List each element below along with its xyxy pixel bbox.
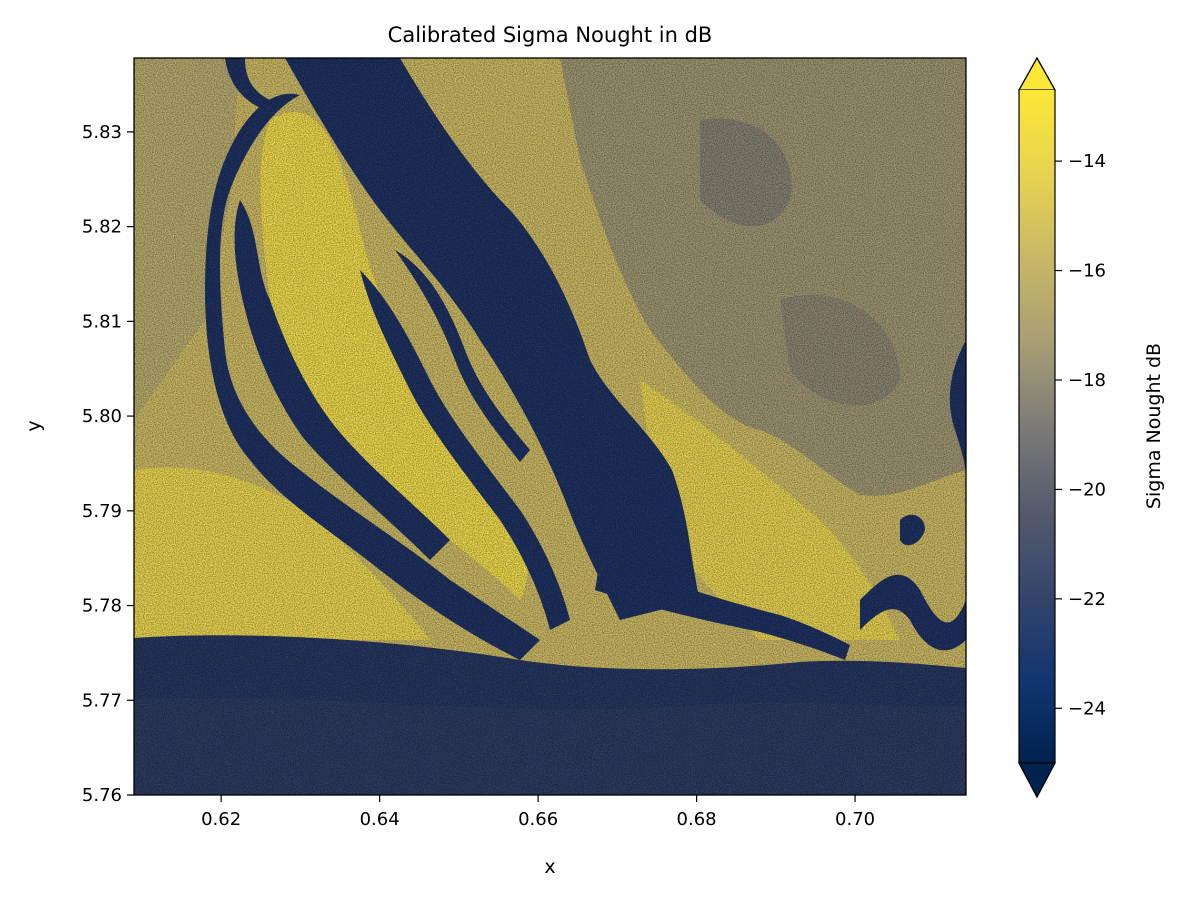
colorbar: −14 −16 −18 −20 −22 −24 Sigma Nought dB	[1017, 56, 1165, 799]
y-tick-label: 5.80	[82, 406, 122, 427]
x-tick-label: 0.70	[835, 809, 875, 830]
y-axis-label: y	[23, 420, 45, 431]
x-tick-label: 0.62	[201, 809, 241, 830]
x-tick-label: 0.64	[360, 809, 400, 830]
colorbar-tick-label: −24	[1068, 698, 1106, 719]
y-tick-label: 5.79	[82, 501, 122, 522]
x-tick-label: 0.66	[518, 809, 558, 830]
y-tick-label: 5.78	[82, 596, 122, 617]
speckle-bright	[134, 58, 966, 795]
colorbar-label: Sigma Nought dB	[1143, 343, 1165, 509]
y-axis-ticks: 5.76 5.77 5.78 5.79 5.80 5.81 5.82 5.83	[82, 122, 134, 806]
y-tick-label: 5.83	[82, 122, 122, 143]
x-axis-label: x	[544, 856, 555, 878]
x-axis-ticks: 0.62 0.64 0.66 0.68 0.70	[201, 795, 875, 830]
y-tick-label: 5.82	[82, 217, 122, 238]
y-tick-label: 5.81	[82, 311, 122, 332]
colorbar-tick-label: −20	[1068, 479, 1106, 500]
colorbar-tick-label: −16	[1068, 261, 1106, 282]
heatmap-image	[134, 58, 966, 795]
colorbar-outline	[1018, 56, 1056, 799]
colorbar-tick-label: −22	[1068, 589, 1106, 610]
y-tick-label: 5.76	[82, 785, 122, 806]
colorbar-extend-top	[1017, 56, 1057, 91]
plot-frame	[133, 57, 967, 796]
y-tick-label: 5.77	[82, 690, 122, 711]
colorbar-gradient	[1019, 90, 1055, 763]
colorbar-tick-label: −18	[1068, 370, 1106, 391]
chart-title: Calibrated Sigma Nought in dB	[388, 23, 713, 47]
x-tick-label: 0.68	[677, 809, 717, 830]
colorbar-extend-bottom	[1018, 762, 1056, 799]
colorbar-tick-label: −14	[1068, 151, 1106, 172]
colorbar-ticks: −14 −16 −18 −20 −22 −24	[1055, 151, 1106, 719]
